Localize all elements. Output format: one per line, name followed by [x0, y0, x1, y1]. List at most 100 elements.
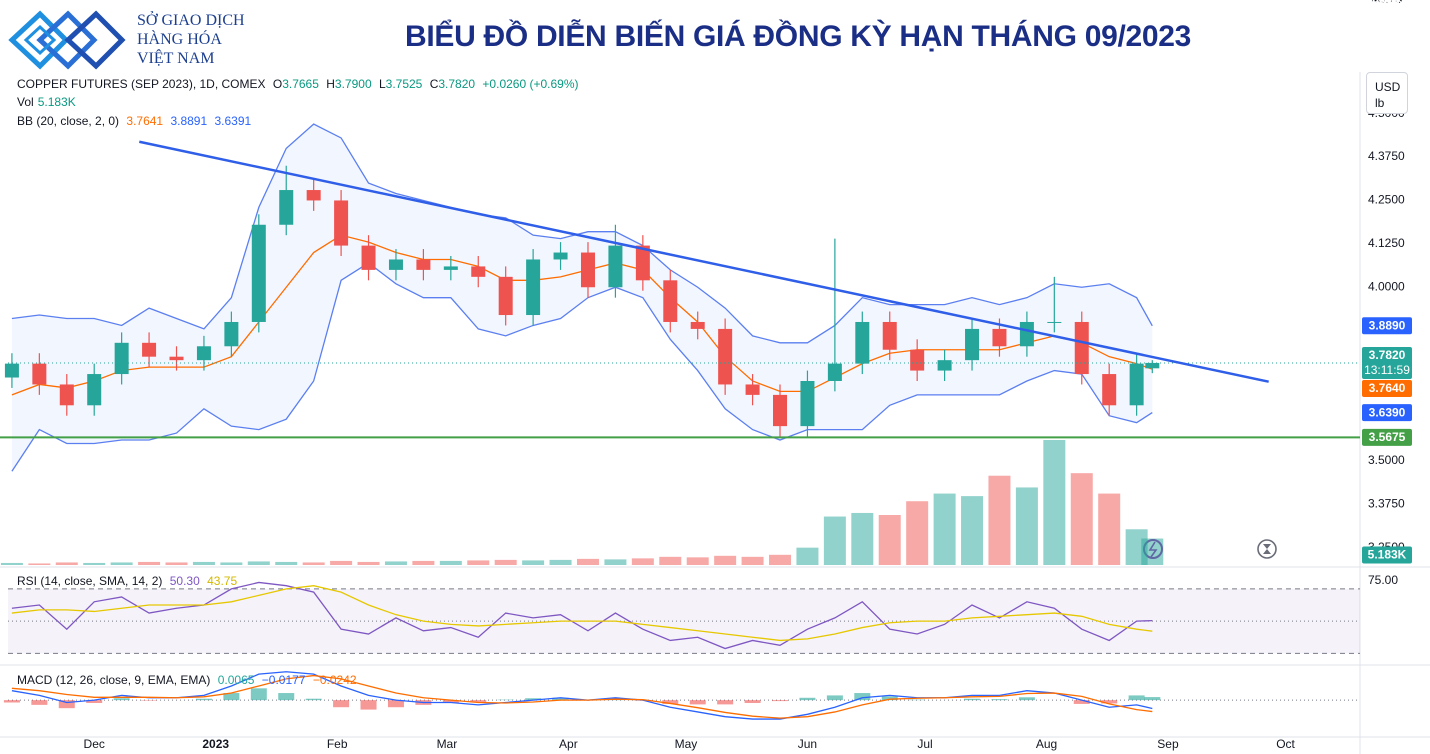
- volume-bar: [467, 560, 490, 565]
- candle-body: [443, 266, 458, 270]
- volume-bar: [1015, 487, 1038, 565]
- histogram-bar: [1018, 697, 1035, 701]
- histogram-bar: [360, 700, 377, 710]
- histogram-bar: [991, 699, 1008, 701]
- candle-body: [169, 356, 184, 361]
- legend-value: 5.183K: [37, 95, 76, 109]
- candle-body: [114, 342, 129, 375]
- candle-body: [59, 384, 74, 406]
- x-tick-label: Mar: [437, 737, 458, 751]
- candle-body: [251, 224, 266, 322]
- histogram-bar: [86, 700, 103, 703]
- x-tick-label: Dec: [84, 737, 105, 751]
- x-tick-label: Sep: [1157, 737, 1179, 751]
- legend-value: 3.6391: [214, 114, 252, 128]
- volume-bar: [439, 560, 462, 565]
- volume-bar: [961, 496, 984, 565]
- volume-bar: [494, 559, 517, 565]
- countdown-label: 13:11:59: [1364, 363, 1410, 377]
- price-badge: [1362, 346, 1412, 379]
- macd-legend: MACD (12, 26, close, 9, EMA, EMA) 0.0065…: [17, 673, 361, 687]
- ohlc-value: 3.7900: [334, 77, 372, 91]
- symbol-legend: COPPER FUTURES (SEP 2023), 1D, COMEX O3.…: [17, 77, 583, 91]
- candle-body: [87, 374, 102, 406]
- candle-body: [1102, 374, 1117, 406]
- volume-bar: [330, 560, 353, 565]
- volume-bar: [851, 512, 874, 565]
- histogram-bar: [717, 700, 734, 705]
- legend-value: 50.30: [169, 574, 200, 588]
- histogram-bar: [662, 700, 679, 704]
- unit-button[interactable]: USD lb: [1366, 72, 1408, 114]
- histogram-bar: [442, 700, 459, 703]
- volume-bar: [357, 561, 380, 565]
- volume-bar: [823, 516, 846, 565]
- histogram-bar: [250, 688, 267, 701]
- volume-bar: [631, 558, 654, 565]
- candle-body: [965, 328, 980, 361]
- y-tick-label: 4.0000: [1368, 279, 1405, 293]
- volume-bar: [659, 556, 682, 565]
- x-tick-label: 2023: [202, 737, 229, 751]
- y-tick-label: 75.00: [1368, 573, 1398, 587]
- trendline: [139, 140, 1269, 383]
- volume-bar: [714, 555, 737, 565]
- price-badge: [1362, 404, 1412, 422]
- volume-bar: [576, 558, 599, 565]
- volume-legend: Vol 5.183K: [17, 95, 80, 109]
- price-badge-label: 43.75: [1372, 0, 1402, 6]
- volume-bar: [302, 562, 325, 565]
- candle-body: [827, 363, 842, 381]
- candle-body: [882, 321, 897, 350]
- price-badge-label: 3.8890: [1369, 318, 1406, 332]
- candle-body: [1074, 321, 1089, 375]
- volume-bar: [0, 562, 23, 565]
- candle-body: [635, 245, 650, 281]
- histogram-bar: [772, 700, 789, 702]
- legend-name: Vol: [17, 95, 34, 109]
- volume-bar: [878, 515, 901, 565]
- price-badge-label: 3.6390: [1369, 405, 1406, 419]
- price-badge-label: 3.7640: [1369, 381, 1406, 395]
- histogram-bar: [826, 695, 843, 701]
- histogram-bar: [305, 698, 322, 701]
- price-badge: [1362, 379, 1412, 397]
- indicator-line: [11, 674, 1153, 719]
- histogram-bar: [1128, 695, 1145, 701]
- histogram-bar: [689, 700, 706, 705]
- volume-bar: [988, 475, 1011, 565]
- candle-body: [745, 384, 760, 395]
- volume-bar: [1043, 440, 1066, 565]
- volume-bar: [1070, 473, 1093, 565]
- ohlc-value: 3.7820: [438, 77, 476, 91]
- candle-body: [608, 245, 623, 288]
- volume-bar: [796, 547, 819, 565]
- histogram-bar: [223, 693, 240, 701]
- x-tick-label: Aug: [1036, 737, 1057, 751]
- histogram-bar: [387, 700, 404, 708]
- x-tick-label: Oct: [1276, 737, 1295, 751]
- y-tick-label: 4.3750: [1368, 149, 1405, 163]
- volume-bar: [384, 561, 407, 565]
- ohlc-key: L: [378, 77, 386, 91]
- candle-body: [306, 190, 321, 201]
- histogram-bar: [278, 693, 295, 701]
- volume-bar: [769, 554, 792, 565]
- logo-text: VIỆT NAM: [137, 50, 215, 67]
- y-tick-label: 4.2500: [1368, 193, 1405, 207]
- ohlc-key: C: [429, 77, 439, 91]
- indicator-line: [11, 123, 1153, 344]
- candle-body: [361, 245, 376, 270]
- candle-body: [773, 394, 788, 427]
- legend-value: 43.75: [207, 574, 238, 588]
- price-badge: [1362, 317, 1412, 335]
- candle-body: [1145, 362, 1160, 369]
- histogram-bar: [3, 700, 20, 703]
- candle-body: [992, 328, 1007, 347]
- x-tick-label: Apr: [559, 737, 578, 751]
- candle-body: [32, 363, 47, 385]
- unit-measure: lb: [1375, 96, 1385, 110]
- legend-value: 0.0065: [217, 673, 255, 687]
- histogram-bar: [31, 700, 48, 705]
